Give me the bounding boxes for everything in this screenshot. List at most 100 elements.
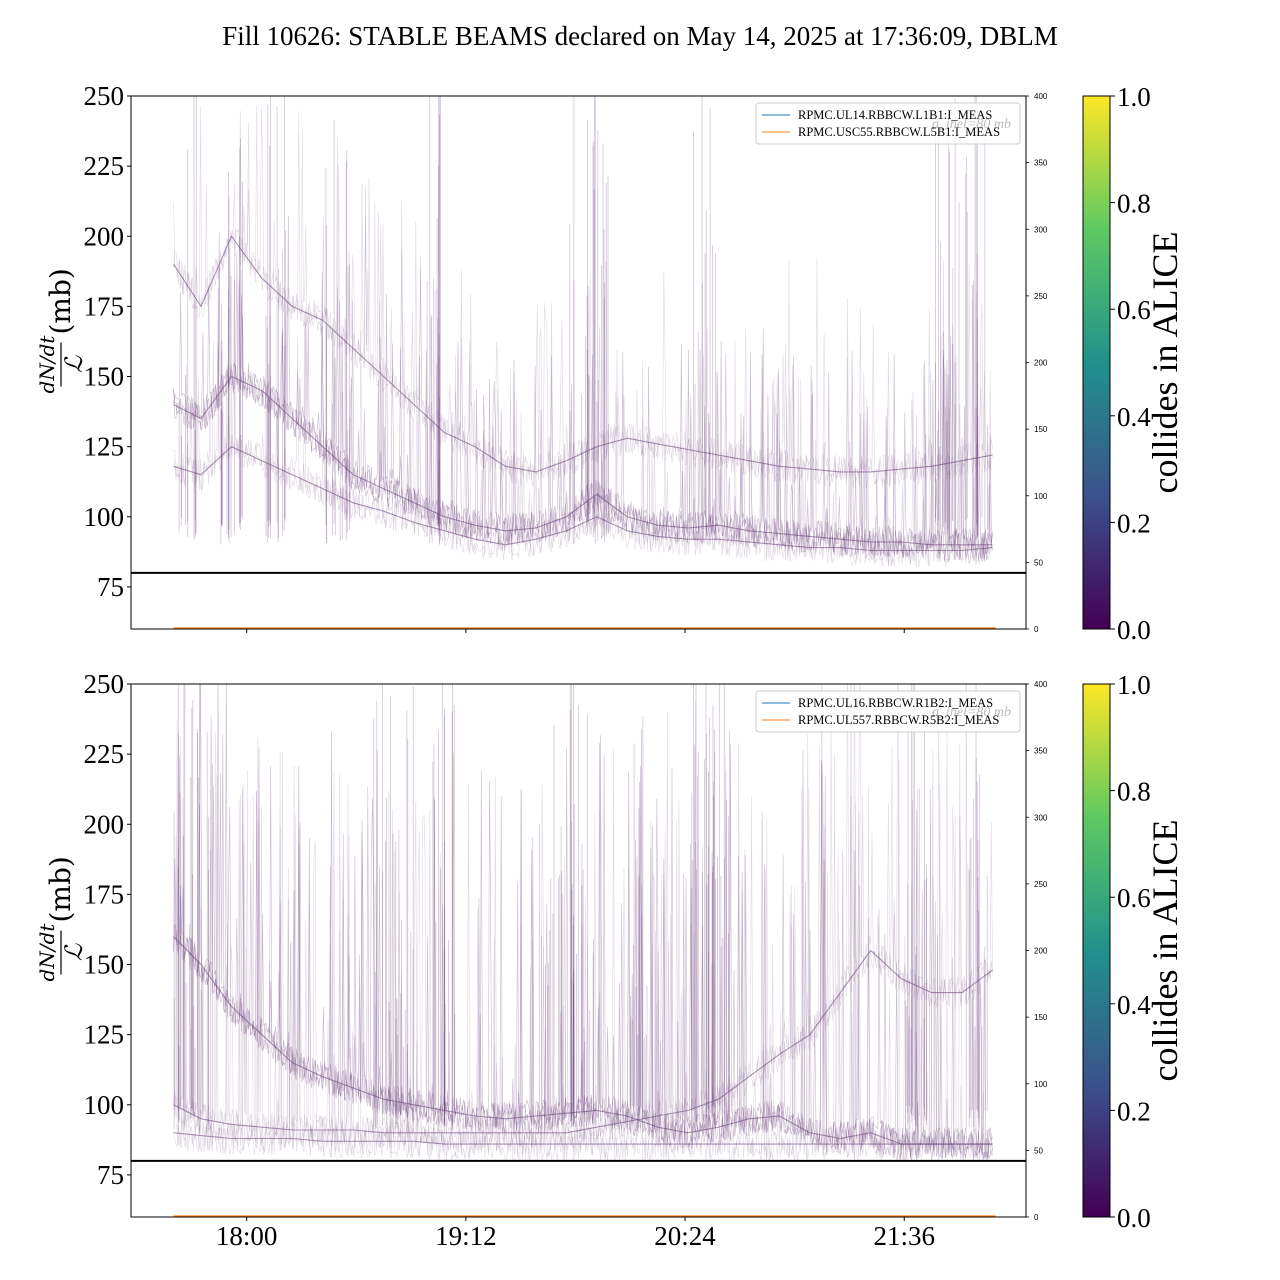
colorbar-tick-label: 0.0 — [1117, 615, 1151, 645]
colorbar-gradient — [1082, 683, 1111, 1218]
noise-trace — [173, 684, 993, 1161]
legend-box — [755, 690, 1021, 733]
legend-entry: RPMC.UL14.RBBCW.L1B1:I_MEAS — [798, 108, 992, 122]
right-ytick-label: 0 — [1034, 625, 1039, 634]
noise-trace — [173, 288, 993, 568]
right-ytick-label: 300 — [1034, 813, 1048, 822]
series-line-2 — [173, 949, 993, 1134]
colorbar-tick-label: 0.6 — [1117, 295, 1151, 325]
right-ytick-label: 250 — [1034, 292, 1048, 301]
noise-trace — [173, 243, 993, 568]
ytick-label: 250 — [84, 669, 125, 699]
series-line-0 — [173, 375, 993, 546]
noise-trace — [173, 684, 993, 1150]
legend-entry: RPMC.UL16.RBBCW.R1B2:I_MEAS — [798, 696, 993, 710]
colorbar-tick-label: 0.0 — [1117, 1203, 1151, 1233]
ytick-label: 100 — [84, 1090, 125, 1120]
noise-trace — [173, 110, 993, 489]
ytick-label: 250 — [84, 81, 125, 111]
right-ytick-label: 50 — [1034, 1146, 1043, 1155]
plot-area — [173, 96, 993, 568]
figure-title: Fill 10626: STABLE BEAMS declared on May… — [222, 21, 1058, 51]
right-ytick-label: 100 — [1034, 492, 1048, 501]
colorbar-tick-label: 0.2 — [1117, 1096, 1151, 1126]
colorbar-label: collides in ALICE — [1145, 232, 1185, 494]
colorbar-tick-label: 1.0 — [1117, 670, 1151, 700]
colorbar-tick-label: 0.8 — [1117, 189, 1151, 219]
legend-watermark: σ_inel=80 mb — [932, 117, 1011, 132]
axes-frame — [130, 95, 1027, 630]
ytick-label: 200 — [84, 221, 125, 251]
series-line-2 — [173, 235, 993, 473]
y-axis-numerator: dN/dt — [35, 923, 59, 982]
right-ytick-label: 350 — [1034, 159, 1048, 168]
right-ytick-label: 250 — [1034, 880, 1048, 889]
top-panel: 75 100 125 150 175 200 225 250 0 50 100 150 200 250 30… — [35, 81, 1048, 634]
right-ytick-label: 150 — [1034, 425, 1048, 434]
colorbar-tick-label: 1.0 — [1117, 82, 1151, 112]
ytick-label: 200 — [84, 809, 125, 839]
colorbar-tick-label: 0.4 — [1117, 990, 1151, 1020]
right-ytick-label: 0 — [1034, 1213, 1039, 1222]
plot-area — [173, 684, 993, 1162]
noise-trace — [173, 105, 993, 489]
xtick-label: 18:00 — [216, 1221, 278, 1251]
legend-entry: RPMC.USC55.RBBCW.L5B1:I_MEAS — [798, 125, 1000, 139]
y-axis-denominator: ℒ — [60, 355, 88, 373]
colorbar-tick-label: 0.4 — [1117, 402, 1151, 432]
right-ytick-label: 400 — [1034, 92, 1048, 101]
colorbar-tick-label: 0.6 — [1117, 883, 1151, 913]
colorbar-tick-label: 0.2 — [1117, 508, 1151, 538]
legend-box — [755, 102, 1021, 145]
ytick-label: 175 — [84, 291, 125, 321]
ytick-label: 125 — [84, 432, 125, 462]
series-line-1 — [173, 1132, 993, 1145]
noise-trace — [173, 737, 993, 1162]
y-axis-unit: (mb) — [44, 856, 77, 922]
legend-watermark: σ_inel=80 mb — [932, 705, 1011, 720]
xtick-label: 19:12 — [435, 1221, 497, 1251]
noise-trace — [173, 254, 993, 562]
series-line-1 — [173, 446, 993, 552]
colorbar-tick-label: 0.8 — [1117, 777, 1151, 807]
xtick-label: 20:24 — [654, 1221, 716, 1251]
ytick-label: 225 — [84, 151, 125, 181]
right-ytick-label: 50 — [1034, 558, 1043, 567]
ytick-label: 225 — [84, 739, 125, 769]
noise-trace — [173, 287, 993, 562]
noise-trace — [173, 215, 993, 563]
ytick-label: 100 — [84, 502, 125, 532]
top-colorbar: 0.0 0.2 0.4 0.6 0.8 1.0 collides in ALICE — [1082, 82, 1185, 645]
ytick-label: 150 — [84, 362, 125, 392]
noise-trace — [173, 749, 993, 1162]
ytick-label: 175 — [84, 879, 125, 909]
right-ytick-label: 150 — [1034, 1013, 1048, 1022]
right-ytick-label: 300 — [1034, 225, 1048, 234]
noise-trace — [173, 684, 993, 1161]
ytick-label: 75 — [97, 572, 124, 602]
y-axis-denominator: ℒ — [60, 943, 88, 961]
right-ytick-label: 350 — [1034, 747, 1048, 756]
noise-trace — [173, 728, 993, 1161]
y-axis-label: (mb)dN/dt ℒ — [35, 268, 88, 393]
colorbar-label: collides in ALICE — [1145, 820, 1185, 1082]
right-ytick-label: 100 — [1034, 1080, 1048, 1089]
bottom-colorbar: 0.0 0.2 0.4 0.6 0.8 1.0 collides in ALICE — [1082, 670, 1185, 1233]
right-ytick-label: 200 — [1034, 947, 1048, 956]
legend-entry: RPMC.UL557.RBBCW.R5B2:I_MEAS — [798, 713, 999, 727]
ytick-label: 150 — [84, 950, 125, 980]
right-ytick-label: 200 — [1034, 359, 1048, 368]
colorbar-gradient — [1082, 95, 1111, 630]
ytick-label: 75 — [97, 1160, 124, 1190]
ytick-label: 125 — [84, 1020, 125, 1050]
right-ytick-label: 400 — [1034, 680, 1048, 689]
y-axis-label: (mb)dN/dt ℒ — [35, 856, 88, 981]
series-line-0 — [173, 936, 993, 1145]
y-axis-numerator: dN/dt — [35, 335, 59, 394]
bottom-panel: 75 100 125 150 175 200 225 250 0 50 100 150 200 250 30… — [35, 669, 1048, 1251]
y-axis-unit: (mb) — [44, 268, 77, 334]
xtick-label: 21:36 — [873, 1221, 935, 1251]
